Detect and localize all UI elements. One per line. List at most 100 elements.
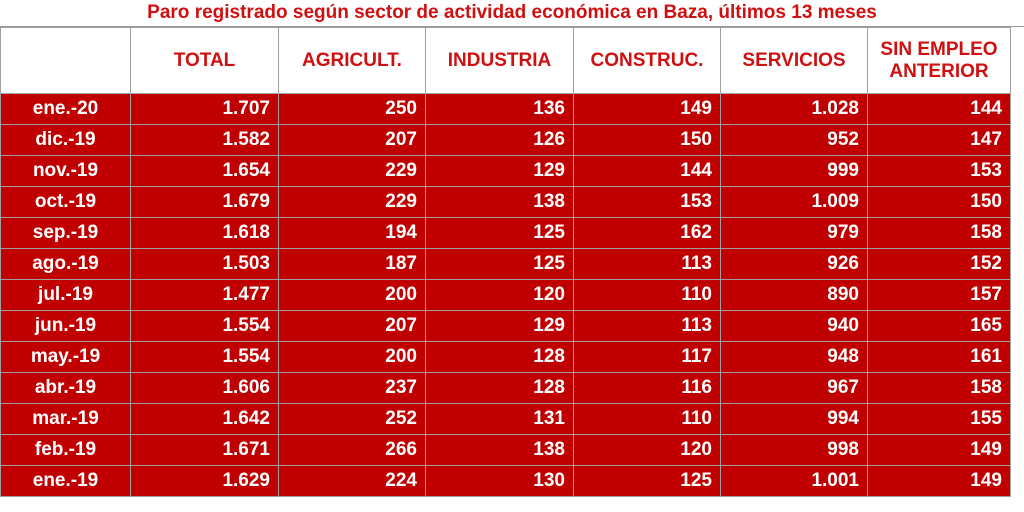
table-row: may.-19 1.554 200 128 117 948 161 [0, 341, 1011, 373]
table-cell: 1.554 [130, 310, 279, 342]
table-row: feb.-19 1.671 266 138 120 998 149 [0, 434, 1011, 466]
table-row: jul.-19 1.477 200 120 110 890 157 [0, 279, 1011, 311]
table-cell: 1.654 [130, 155, 279, 187]
table-cell: 158 [867, 372, 1011, 404]
table-cell: 224 [278, 465, 426, 497]
table-row: ene.-20 1.707 250 136 149 1.028 144 [0, 93, 1011, 125]
table-cell: 252 [278, 403, 426, 435]
table-cell: 999 [720, 155, 868, 187]
table-row: dic.-19 1.582 207 126 150 952 147 [0, 124, 1011, 156]
table-cell: 125 [425, 248, 574, 280]
row-label: abr.-19 [0, 372, 131, 404]
table-cell: 120 [573, 434, 721, 466]
table-cell: 116 [573, 372, 721, 404]
table-cell: 138 [425, 434, 574, 466]
column-header: TOTAL [130, 27, 279, 94]
table-cell: 1.642 [130, 403, 279, 435]
table-cell: 152 [867, 248, 1011, 280]
row-label: oct.-19 [0, 186, 131, 218]
table-cell: 157 [867, 279, 1011, 311]
table-row: ene.-19 1.629 224 130 125 1.001 149 [0, 465, 1011, 497]
row-label: ago.-19 [0, 248, 131, 280]
table-cell: 998 [720, 434, 868, 466]
table-title: Paro registrado según sector de activida… [0, 0, 1024, 27]
column-header: CONSTRUC. [573, 27, 721, 94]
table-row: jun.-19 1.554 207 129 113 940 165 [0, 310, 1011, 342]
column-header: AGRICULT. [278, 27, 426, 94]
table-cell: 200 [278, 279, 426, 311]
table-cell: 1.618 [130, 217, 279, 249]
table-cell: 162 [573, 217, 721, 249]
row-label: sep.-19 [0, 217, 131, 249]
table-cell: 129 [425, 310, 574, 342]
table-cell: 149 [573, 93, 721, 125]
table-cell: 129 [425, 155, 574, 187]
table-cell: 113 [573, 248, 721, 280]
table-cell: 200 [278, 341, 426, 373]
table-cell: 153 [573, 186, 721, 218]
table-cell: 153 [867, 155, 1011, 187]
table-cell: 138 [425, 186, 574, 218]
table-cell: 125 [425, 217, 574, 249]
table-cell: 1.503 [130, 248, 279, 280]
table-row: abr.-19 1.606 237 128 116 967 158 [0, 372, 1011, 404]
corner-cell [0, 27, 131, 94]
table-cell: 250 [278, 93, 426, 125]
table-cell: 940 [720, 310, 868, 342]
table-cell: 165 [867, 310, 1011, 342]
table-cell: 1.554 [130, 341, 279, 373]
table-cell: 890 [720, 279, 868, 311]
table-cell: 149 [867, 434, 1011, 466]
table-cell: 229 [278, 155, 426, 187]
column-header: INDUSTRIA [425, 27, 574, 94]
table-cell: 158 [867, 217, 1011, 249]
table-cell: 130 [425, 465, 574, 497]
table-cell: 952 [720, 124, 868, 156]
table-cell: 144 [573, 155, 721, 187]
table-cell: 967 [720, 372, 868, 404]
row-label: nov.-19 [0, 155, 131, 187]
table-cell: 131 [425, 403, 574, 435]
table-cell: 155 [867, 403, 1011, 435]
table-row: sep.-19 1.618 194 125 162 979 158 [0, 217, 1011, 249]
table-row: nov.-19 1.654 229 129 144 999 153 [0, 155, 1011, 187]
table-cell: 150 [867, 186, 1011, 218]
table-cell: 1.679 [130, 186, 279, 218]
table-cell: 161 [867, 341, 1011, 373]
header-row: TOTAL AGRICULT. INDUSTRIA CONSTRUC. SERVICIO… [0, 27, 1011, 94]
table-row: mar.-19 1.642 252 131 110 994 155 [0, 403, 1011, 435]
row-label: jun.-19 [0, 310, 131, 342]
row-label: ene.-19 [0, 465, 131, 497]
table-cell: 1.606 [130, 372, 279, 404]
table-row: oct.-19 1.679 229 138 153 1.009 150 [0, 186, 1011, 218]
table-cell: 1.582 [130, 124, 279, 156]
table-cell: 147 [867, 124, 1011, 156]
table-cell: 926 [720, 248, 868, 280]
table-cell: 128 [425, 372, 574, 404]
table-cell: 126 [425, 124, 574, 156]
table-cell: 125 [573, 465, 721, 497]
row-label: mar.-19 [0, 403, 131, 435]
table-cell: 149 [867, 465, 1011, 497]
table-cell: 120 [425, 279, 574, 311]
table-cell: 1.629 [130, 465, 279, 497]
table-row: ago.-19 1.503 187 125 113 926 152 [0, 248, 1011, 280]
table-cell: 128 [425, 341, 574, 373]
table-cell: 1.028 [720, 93, 868, 125]
table-cell: 150 [573, 124, 721, 156]
table-cell: 144 [867, 93, 1011, 125]
table-cell: 207 [278, 310, 426, 342]
row-label: feb.-19 [0, 434, 131, 466]
table-cell: 948 [720, 341, 868, 373]
table-cell: 237 [278, 372, 426, 404]
table-cell: 979 [720, 217, 868, 249]
data-table: TOTAL AGRICULT. INDUSTRIA CONSTRUC. SERVICIO… [0, 27, 1011, 497]
row-label: ene.-20 [0, 93, 131, 125]
table-cell: 1.707 [130, 93, 279, 125]
table-body: ene.-20 1.707 250 136 149 1.028 144 dic.-19 1.58… [0, 93, 1011, 497]
table-cell: 187 [278, 248, 426, 280]
row-label: may.-19 [0, 341, 131, 373]
table-cell: 1.009 [720, 186, 868, 218]
column-header: SIN EMPLEO ANTERIOR [867, 27, 1011, 94]
